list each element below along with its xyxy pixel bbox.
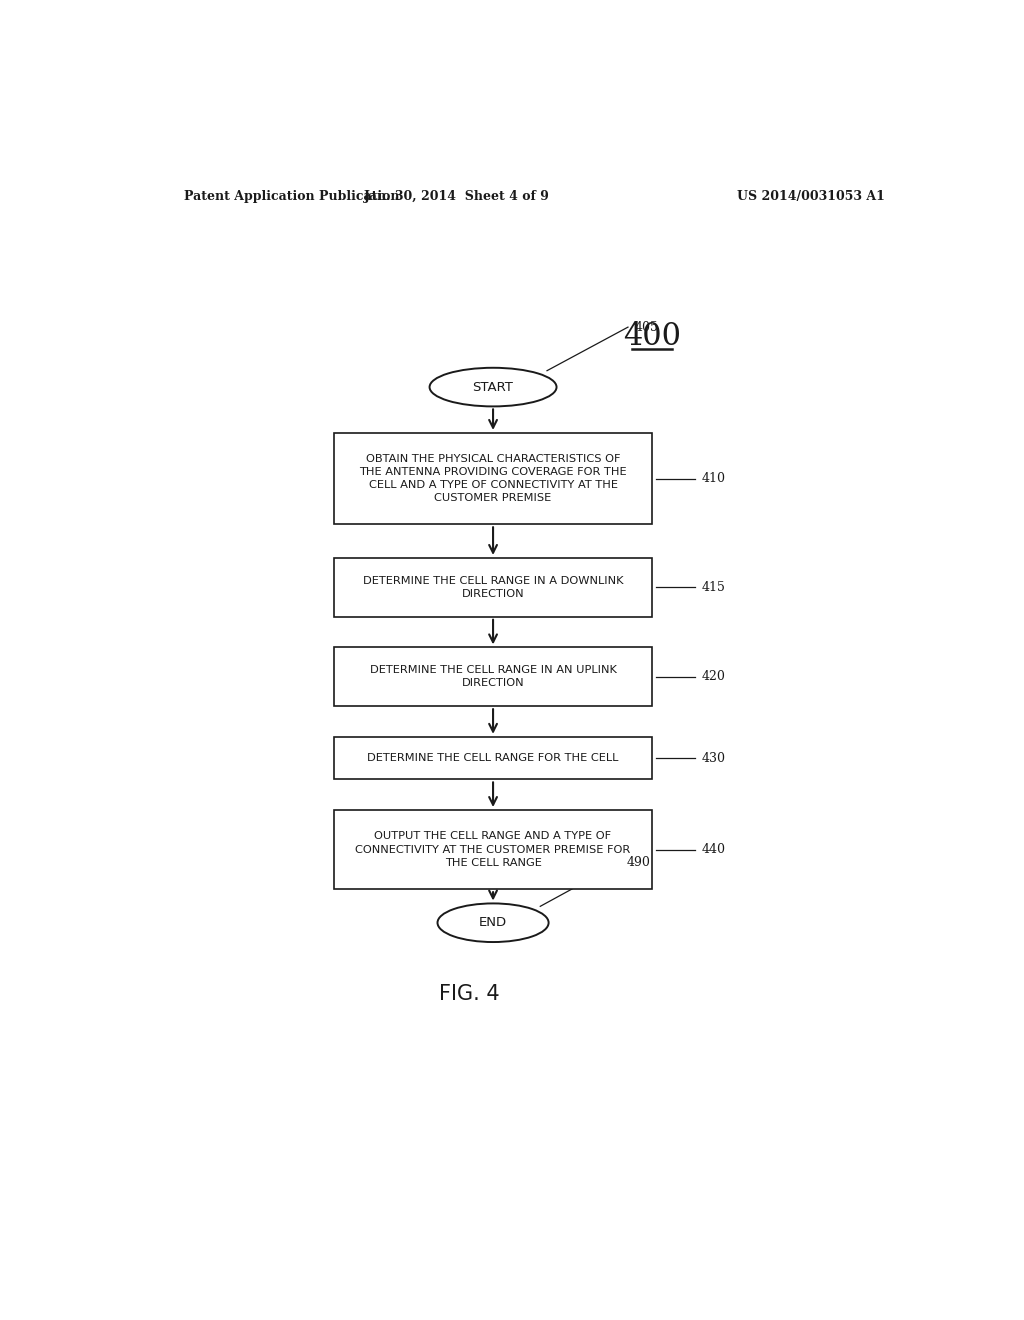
Text: Jan. 30, 2014  Sheet 4 of 9: Jan. 30, 2014 Sheet 4 of 9: [365, 190, 550, 202]
FancyBboxPatch shape: [334, 810, 652, 890]
FancyBboxPatch shape: [334, 558, 652, 616]
Text: 420: 420: [701, 671, 726, 684]
Text: OBTAIN THE PHYSICAL CHARACTERISTICS OF
THE ANTENNA PROVIDING COVERAGE FOR THE
CE: OBTAIN THE PHYSICAL CHARACTERISTICS OF T…: [359, 454, 627, 503]
Text: 440: 440: [701, 843, 726, 857]
Text: DETERMINE THE CELL RANGE IN A DOWNLINK
DIRECTION: DETERMINE THE CELL RANGE IN A DOWNLINK D…: [362, 576, 624, 599]
Text: US 2014/0031053 A1: US 2014/0031053 A1: [736, 190, 885, 202]
Text: 400: 400: [623, 321, 681, 351]
Text: FIG. 4: FIG. 4: [439, 983, 500, 1005]
Text: END: END: [479, 916, 507, 929]
Ellipse shape: [430, 368, 557, 407]
Text: DETERMINE THE CELL RANGE FOR THE CELL: DETERMINE THE CELL RANGE FOR THE CELL: [368, 754, 618, 763]
Text: 430: 430: [701, 751, 726, 764]
FancyBboxPatch shape: [334, 433, 652, 524]
Text: 405: 405: [634, 321, 658, 334]
Ellipse shape: [437, 903, 549, 942]
Text: OUTPUT THE CELL RANGE AND A TYPE OF
CONNECTIVITY AT THE CUSTOMER PREMISE FOR
THE: OUTPUT THE CELL RANGE AND A TYPE OF CONN…: [355, 832, 631, 867]
FancyBboxPatch shape: [334, 647, 652, 706]
Text: START: START: [473, 380, 513, 393]
Text: DETERMINE THE CELL RANGE IN AN UPLINK
DIRECTION: DETERMINE THE CELL RANGE IN AN UPLINK DI…: [370, 665, 616, 688]
FancyBboxPatch shape: [334, 737, 652, 779]
Text: 490: 490: [627, 857, 650, 870]
Text: 415: 415: [701, 581, 726, 594]
Text: Patent Application Publication: Patent Application Publication: [183, 190, 399, 202]
Text: 410: 410: [701, 473, 726, 484]
